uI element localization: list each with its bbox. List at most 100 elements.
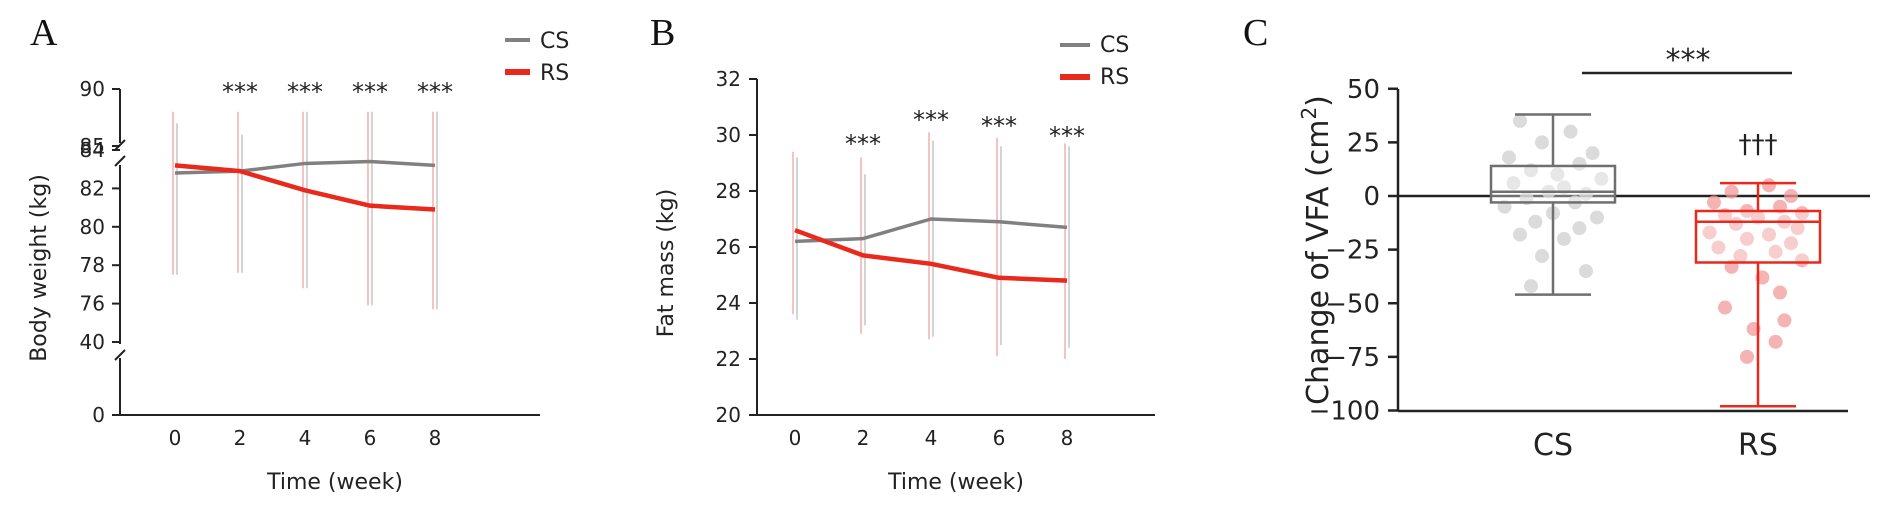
panel-c-y-label: Change of VFA (cm2)	[1297, 95, 1336, 405]
panel-b-x-ticks: 0 2 4 6 8	[789, 426, 1074, 450]
panel-a-axis-break-3	[114, 349, 126, 361]
panel-c-y-label-superscript: 2	[1297, 107, 1321, 120]
panel-b-series-line-cs	[794, 217, 1068, 244]
panel-a-series-line-cs	[174, 159, 436, 175]
panel-c-point-rs-11	[1790, 221, 1805, 236]
panel-a-x-tick-label-1: 2	[234, 426, 247, 450]
panel-b-x-tick-label-2: 4	[925, 426, 938, 450]
panel-b-significance-4: ***	[1049, 122, 1085, 150]
panel-b-legend-cs-label: CS	[1100, 33, 1129, 58]
panel-b-letter: B	[650, 12, 675, 54]
panel-b-y-ticks: 20 22 24 26 28 30 32	[716, 67, 757, 427]
panel-c-y-tick-label-1: 25	[1347, 128, 1380, 158]
panel-b-x-tick-label-4: 8	[1061, 426, 1074, 450]
panel-b-y-tick-label-1: 22	[716, 347, 741, 371]
panel-c-point-cs-5	[1572, 156, 1587, 171]
panel-a-letter: A	[30, 12, 58, 54]
panel-c-point-cs-20	[1513, 227, 1527, 242]
panel-a-x-label: Time (week)	[266, 470, 403, 495]
panel-c-y-tick-label-3: −25	[1325, 236, 1380, 266]
panel-c-point-rs-14	[1740, 231, 1754, 246]
panel-a-series	[174, 159, 436, 212]
panel-c-box-cs	[1489, 164, 1617, 204]
panel-b-legend-rs-label: RS	[1100, 65, 1129, 90]
panel-c-y-tick-label-2: 0	[1363, 182, 1380, 212]
panel-c-point-rs-24	[1777, 313, 1792, 328]
panel-a-legend: CS RS	[505, 29, 569, 86]
panel-c: C 50 25 0 −25 −50 −75 −100 CS RS *** ††† Chang…	[1243, 12, 1870, 463]
panel-a-axes	[114, 89, 540, 416]
panel-c-point-rs-16	[1711, 240, 1726, 255]
panel-c-significance-label: ***	[1666, 43, 1711, 78]
panel-c-point-cs-12	[1579, 186, 1593, 201]
panel-a-series-line-rs	[174, 163, 436, 212]
panel-c-point-cs-23	[1579, 264, 1593, 279]
panel-a-legend-cs-label: CS	[540, 29, 569, 54]
panel-c-point-rs-1	[1724, 184, 1739, 199]
panel-a-y-tick-label-middle-3: 82	[80, 176, 105, 200]
panel-b-series	[794, 217, 1068, 283]
panel-c-point-cs-2	[1535, 135, 1549, 150]
panel-c-boxes	[1489, 113, 1822, 408]
panel-b-y-label: Fat mass (kg)	[654, 189, 679, 337]
panel-c-category-cs: CS	[1533, 428, 1573, 463]
panel-c-point-rs-2	[1784, 189, 1798, 203]
panel-c-point-rs-22	[1773, 285, 1787, 300]
panel-c-point-rs-6	[1795, 206, 1809, 221]
panel-c-point-cs-1	[1563, 124, 1578, 139]
panel-a-error-bars	[172, 111, 438, 310]
panel-a-y-tick-label-middle-4: 84	[80, 138, 105, 162]
panel-c-points	[1497, 113, 1809, 364]
panel-a-y-tick-label-lower-0: 0	[92, 403, 105, 427]
panel-b-y-tick-label-4: 28	[716, 179, 741, 203]
panel-a-axis-break-2	[114, 155, 126, 167]
panel-a-x-tick-label-2: 4	[299, 426, 312, 450]
panel-a-y-tick-label-upper-1: 90	[80, 77, 105, 101]
panel-a-y-tick-label-lower-1: 40	[80, 330, 105, 354]
panel-a-y-tick-label-middle-0: 76	[80, 292, 105, 316]
panel-b-y-tick-label-3: 26	[716, 235, 741, 259]
panel-b-significance-3: ***	[981, 112, 1017, 140]
panel-c-letter: C	[1243, 12, 1268, 54]
panel-c-point-rs-10	[1729, 216, 1743, 231]
panel-c-point-rs-13	[1762, 227, 1776, 242]
panel-b-series-line-rs	[794, 228, 1068, 283]
panel-a-x-tick-label-4: 8	[429, 426, 442, 450]
panel-c-y-tick-label-6: −100	[1309, 397, 1380, 427]
panel-c-point-rs-12	[1702, 225, 1717, 240]
panel-c-point-cs-22	[1535, 249, 1549, 264]
panel-c-point-rs-15	[1784, 236, 1798, 251]
panel-b-legend: CS RS	[1060, 33, 1129, 90]
panel-c-point-cs-7	[1550, 167, 1565, 182]
panel-a-y-label: Body weight (kg)	[27, 174, 52, 362]
panel-b-significance-2: ***	[913, 106, 949, 134]
panel-c-y-ticks: 50 25 0 −25 −50 −75 −100	[1309, 75, 1398, 427]
panel-b-y-tick-label-0: 20	[716, 403, 741, 427]
panel-c-dagger-label: †††	[1739, 130, 1778, 160]
panel-c-point-cs-24	[1524, 279, 1538, 294]
panel-b-significance: *** *** *** ***	[845, 106, 1085, 158]
panel-c-y-tick-label-0: 50	[1347, 75, 1380, 105]
panel-a-x-ticks: 0 2 4 6 8	[169, 426, 442, 450]
panel-b-y-tick-label-2: 24	[716, 291, 741, 315]
panel-c-y-tick-label-4: −50	[1325, 289, 1380, 319]
panel-c-point-cs-4	[1502, 150, 1516, 165]
panel-c-point-rs-19	[1795, 253, 1809, 268]
panel-a-x-tick-label-3: 6	[364, 426, 377, 450]
panel-c-y-tick-label-5: −75	[1325, 343, 1380, 373]
panel-c-point-cs-8	[1594, 171, 1609, 186]
panel-a-y-tick-label-upper-0: 85	[80, 134, 105, 158]
panel-c-point-cs-18	[1528, 214, 1543, 229]
panel-c-point-rs-18	[1733, 249, 1748, 264]
panel-c-point-rs-23	[1718, 300, 1732, 315]
panel-a-significance: *** *** *** ***	[222, 78, 453, 106]
panel-b-x-label: Time (week)	[887, 470, 1024, 495]
panel-a-legend-rs-label: RS	[540, 61, 569, 86]
panel-c-point-cs-19	[1572, 221, 1587, 236]
panel-b-x-tick-label-3: 6	[993, 426, 1006, 450]
panel-c-point-cs-3	[1585, 146, 1600, 161]
